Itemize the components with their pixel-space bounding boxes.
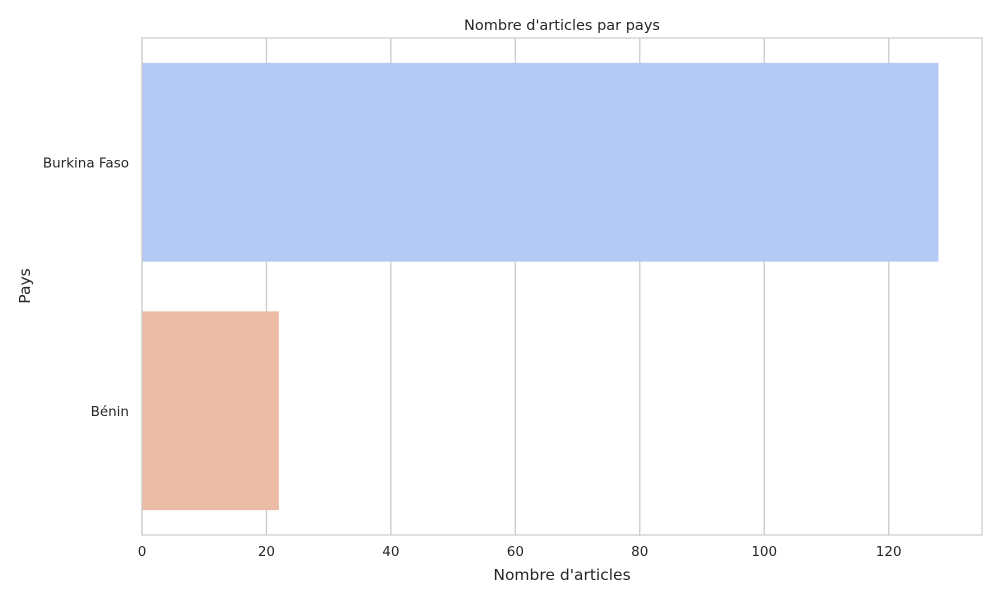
x-tick-labels: 0 20 40 60 80 100 120 — [138, 544, 902, 560]
x-tick-label: 20 — [258, 544, 275, 560]
x-tick-label: 120 — [876, 544, 902, 560]
y-tick-label: Burkina Faso — [43, 155, 129, 171]
x-axis-label: Nombre d'articles — [493, 566, 630, 584]
plot-frame — [141, 37, 983, 536]
bars — [142, 62, 939, 511]
x-tick-label: 60 — [507, 544, 524, 560]
bar-1 — [142, 62, 939, 262]
y-axis-label: Pays — [16, 268, 34, 303]
y-tick-label: Bénin — [91, 404, 129, 420]
x-tick-label: 100 — [751, 544, 777, 560]
x-tick-label: 40 — [382, 544, 399, 560]
chart-title: Nombre d'articles par pays — [464, 18, 660, 34]
x-tick-label: 80 — [631, 544, 648, 560]
bar-2 — [142, 311, 279, 511]
y-tick-labels: Burkina Faso Bénin — [43, 155, 129, 420]
x-tick-label: 0 — [138, 544, 147, 560]
